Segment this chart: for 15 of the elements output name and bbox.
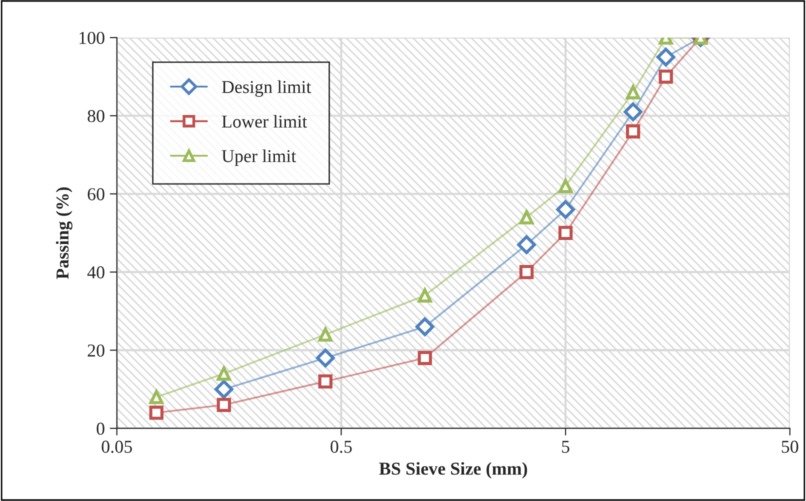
legend-label: Design limit [222,80,312,97]
y-tick-label: 60 [88,188,104,200]
legend-label: Uper limit [222,150,296,166]
y-tick-label: 20 [88,344,104,357]
y-axis-title: Passing (%) [56,187,72,280]
x-tick-label: 50 [782,440,798,453]
x-axis-title: BS Sieve Size (mm) [379,462,528,478]
legend-label: Lower limit [222,114,308,128]
y-tick-label: 80 [88,110,104,122]
x-tick-label: 0.5 [330,440,352,453]
x-tick-label: 0.05 [102,440,132,453]
x-tick-label: 5 [562,440,570,453]
y-tick-label: 100 [80,32,104,44]
y-tick-label: 40 [87,266,104,278]
y-tick-label: 0 [96,422,104,435]
